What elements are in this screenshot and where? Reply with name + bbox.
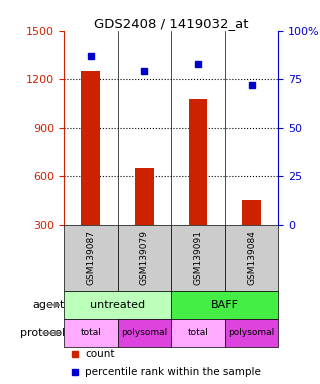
Text: percentile rank within the sample: percentile rank within the sample	[85, 367, 261, 377]
FancyBboxPatch shape	[118, 225, 171, 291]
Bar	[242, 200, 261, 225]
Text: agent: agent	[33, 300, 65, 310]
Text: GSM139091: GSM139091	[194, 230, 203, 285]
Text: total: total	[80, 328, 101, 338]
Bar	[188, 99, 207, 225]
Text: untreated: untreated	[90, 300, 145, 310]
FancyBboxPatch shape	[171, 319, 225, 347]
Text: GSM139079: GSM139079	[140, 230, 149, 285]
Text: count: count	[85, 349, 115, 359]
FancyBboxPatch shape	[225, 225, 278, 291]
FancyBboxPatch shape	[64, 319, 118, 347]
FancyBboxPatch shape	[171, 291, 278, 319]
Text: polysomal: polysomal	[121, 328, 168, 338]
Text: GSM139087: GSM139087	[86, 230, 95, 285]
Text: total: total	[188, 328, 208, 338]
Text: polysomal: polysomal	[228, 328, 275, 338]
FancyBboxPatch shape	[64, 225, 118, 291]
FancyBboxPatch shape	[171, 225, 225, 291]
FancyBboxPatch shape	[225, 319, 278, 347]
Title: GDS2408 / 1419032_at: GDS2408 / 1419032_at	[94, 17, 248, 30]
FancyBboxPatch shape	[118, 319, 171, 347]
Bar	[81, 71, 100, 225]
Text: BAFF: BAFF	[211, 300, 239, 310]
Text: GSM139084: GSM139084	[247, 230, 256, 285]
FancyBboxPatch shape	[64, 291, 171, 319]
Text: protocol: protocol	[20, 328, 65, 338]
Bar	[135, 168, 154, 225]
